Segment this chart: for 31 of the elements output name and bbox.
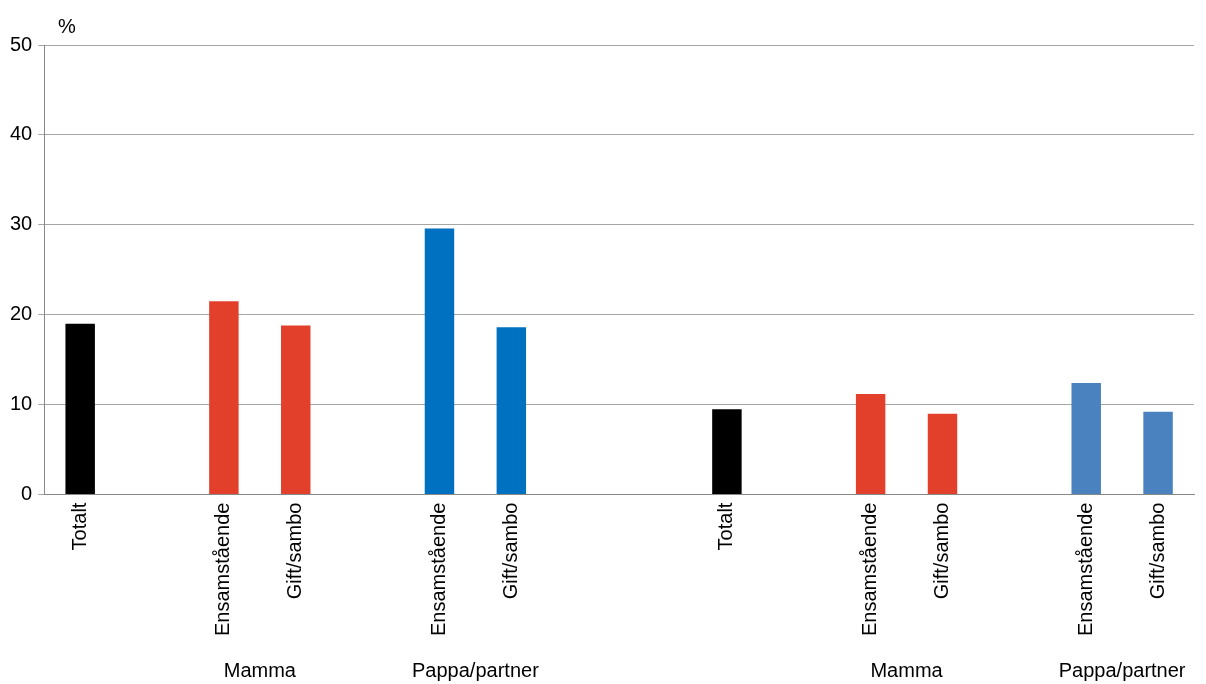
x-tick-label: Gift/sambo: [498, 502, 521, 600]
bar: [1143, 411, 1173, 495]
y-tick-label: 30: [10, 212, 33, 235]
x-tick-label: Totalt: [714, 502, 737, 551]
x-tick-label: Gift/sambo: [283, 502, 306, 600]
x-tick-label: Ensamstående: [211, 502, 234, 636]
y-axis-title: %: [58, 15, 76, 37]
x-tick-label: Gift/sambo: [930, 502, 953, 600]
text: Pappa/partner: [412, 659, 540, 681]
bar: [281, 325, 311, 495]
bar: [712, 409, 742, 495]
y-tick-label: 40: [10, 122, 33, 145]
x-tick-label: Totalt: [67, 502, 90, 551]
bar: [424, 228, 455, 495]
text: Mamma: [223, 659, 297, 681]
y-tick-label: 10: [10, 392, 33, 415]
y-tick-label: 20: [10, 302, 33, 325]
y-tick-label: 50: [10, 32, 33, 55]
x-tick-label: Ensamstående: [1073, 502, 1096, 636]
bar: [1071, 383, 1101, 495]
x-tick-label: Ensamstående: [858, 502, 881, 636]
bar: [65, 323, 95, 495]
bar: [209, 301, 239, 495]
text: Pappa/partner: [1058, 659, 1186, 681]
y-tick-label: 0: [21, 482, 33, 505]
x-tick-label: Ensamstående: [426, 502, 449, 636]
bar: [496, 327, 527, 495]
bar: [927, 413, 958, 495]
text: Mamma: [870, 659, 944, 681]
x-tick-label: Gift/sambo: [1145, 502, 1168, 600]
bar: [855, 393, 886, 495]
